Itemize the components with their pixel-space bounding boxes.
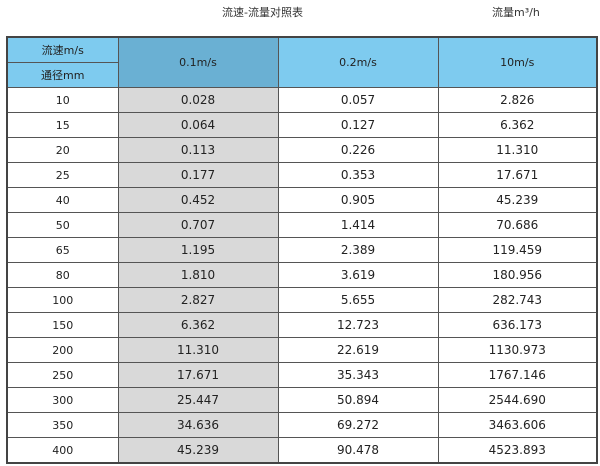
table-row: 350 34.636 69.272 3463.606 — [6, 412, 598, 438]
flow-cell: 69.272 — [277, 412, 439, 438]
table-title: 流速-流量对照表 — [222, 6, 303, 19]
flow-cell: 35.343 — [277, 362, 439, 388]
flow-cell: 11.310 — [437, 137, 598, 163]
flow-cell: 2.826 — [437, 87, 598, 113]
flow-cell: 1767.146 — [437, 362, 598, 388]
flow-cell: 1130.973 — [437, 337, 598, 363]
flow-cell: 17.671 — [117, 362, 279, 388]
flow-cell: 5.655 — [277, 287, 439, 313]
header-row: 通径mm — [6, 62, 597, 88]
flow-cell: 6.362 — [117, 312, 279, 338]
column-header: 0.1m/s — [117, 36, 279, 88]
table-row: 40 0.452 0.905 45.239 — [6, 187, 598, 213]
flow-cell: 12.723 — [277, 312, 439, 338]
flow-cell: 6.362 — [437, 112, 598, 138]
diameter-cell: 65 — [6, 237, 119, 263]
flow-cell: 0.064 — [117, 112, 279, 138]
flow-cell: 2544.690 — [437, 387, 598, 413]
flow-cell: 0.452 — [117, 187, 279, 213]
table-row: 65 1.195 2.389 119.459 — [6, 237, 598, 263]
flow-cell: 0.226 — [277, 137, 439, 163]
flow-cell: 0.905 — [277, 187, 439, 213]
diameter-cell: 15 — [6, 112, 119, 138]
flow-cell: 4523.893 — [437, 437, 598, 464]
diameter-header: 通径mm — [6, 62, 119, 88]
flow-cell: 0.127 — [277, 112, 439, 138]
velocity-header: 流速m/s — [6, 36, 119, 63]
table-row: 150 6.362 12.723 636.173 — [6, 312, 598, 338]
flow-cell: 2.389 — [277, 237, 439, 263]
flow-cell: 34.636 — [117, 412, 279, 438]
table-row: 100 2.827 5.655 282.743 — [6, 287, 598, 313]
flow-cell: 0.028 — [117, 87, 279, 113]
diameter-cell: 400 — [6, 437, 119, 464]
table-row: 20 0.113 0.226 11.310 — [6, 137, 598, 163]
diameter-cell: 25 — [6, 162, 119, 188]
table-row: 250 17.671 35.343 1767.146 — [6, 362, 598, 388]
diameter-cell: 300 — [6, 387, 119, 413]
flow-cell: 70.686 — [437, 212, 598, 238]
table-row: 50 0.707 1.414 70.686 — [6, 212, 598, 238]
flow-cell: 1.195 — [117, 237, 279, 263]
diameter-cell: 10 — [6, 87, 119, 113]
flow-cell: 1.810 — [117, 262, 279, 288]
flow-cell: 17.671 — [437, 162, 598, 188]
flow-rate-table: 流速m/s 0.1m/s 0.2m/s 10m/s 通径mm 10 0.028 0.… — [6, 36, 598, 464]
flow-cell: 50.894 — [277, 387, 439, 413]
diameter-cell: 250 — [6, 362, 119, 388]
column-header: 10m/s — [437, 36, 598, 88]
flow-cell: 90.478 — [277, 437, 439, 464]
diameter-cell: 100 — [6, 287, 119, 313]
diameter-cell: 20 — [6, 137, 119, 163]
table-row: 80 1.810 3.619 180.956 — [6, 262, 598, 288]
flow-cell: 22.619 — [277, 337, 439, 363]
flow-cell: 282.743 — [437, 287, 598, 313]
table-row: 200 11.310 22.619 1130.973 — [6, 337, 598, 363]
header-row: 流速m/s 0.1m/s 0.2m/s 10m/s — [6, 36, 598, 88]
diameter-cell: 350 — [6, 412, 119, 438]
diameter-cell: 150 — [6, 312, 119, 338]
unit-label: 流量m³/h — [492, 6, 540, 19]
diameter-cell: 50 — [6, 212, 119, 238]
table-row: 25 0.177 0.353 17.671 — [6, 162, 598, 188]
diameter-cell: 80 — [6, 262, 119, 288]
table-row: 400 45.239 90.478 4523.893 — [6, 437, 598, 464]
flow-cell: 636.173 — [437, 312, 598, 338]
flow-cell: 45.239 — [117, 437, 279, 464]
flow-cell: 0.057 — [277, 87, 439, 113]
flow-cell: 119.459 — [437, 237, 598, 263]
flow-cell: 0.177 — [117, 162, 279, 188]
flow-cell: 0.707 — [117, 212, 279, 238]
table-row: 10 0.028 0.057 2.826 — [6, 87, 598, 113]
diameter-cell: 40 — [6, 187, 119, 213]
flow-cell: 0.353 — [277, 162, 439, 188]
flow-cell: 45.239 — [437, 187, 598, 213]
flow-cell: 180.956 — [437, 262, 598, 288]
diameter-cell: 200 — [6, 337, 119, 363]
flow-cell: 25.447 — [117, 387, 279, 413]
flow-cell: 0.113 — [117, 137, 279, 163]
table-row: 300 25.447 50.894 2544.690 — [6, 387, 598, 413]
flow-cell: 2.827 — [117, 287, 279, 313]
column-header: 0.2m/s — [277, 36, 439, 88]
flow-cell: 1.414 — [277, 212, 439, 238]
table-row: 15 0.064 0.127 6.362 — [6, 112, 598, 138]
flow-cell: 3.619 — [277, 262, 439, 288]
flow-cell: 11.310 — [117, 337, 279, 363]
flow-cell: 3463.606 — [437, 412, 598, 438]
